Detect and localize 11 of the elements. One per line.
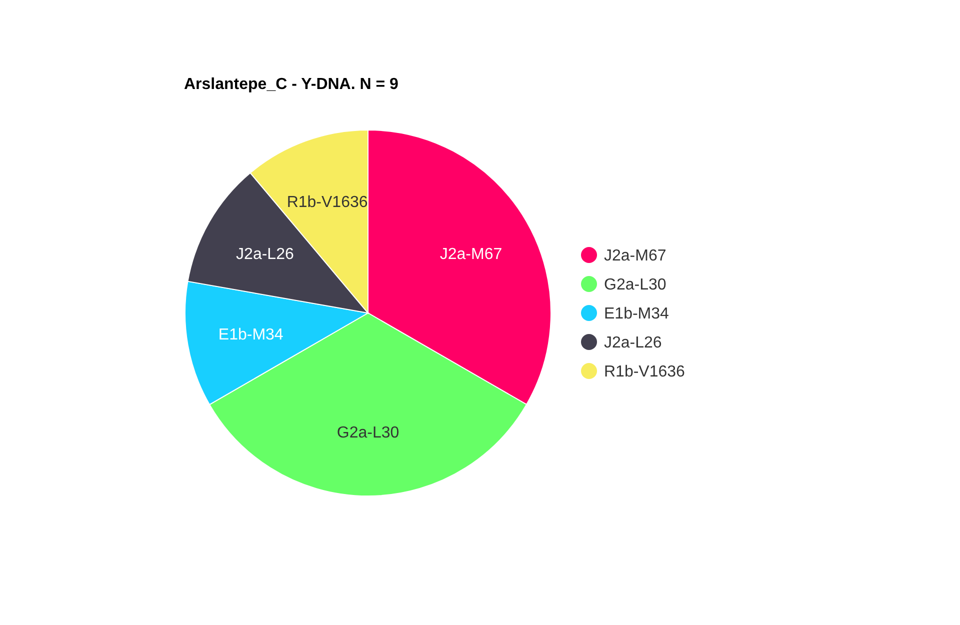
legend-label: J2a-M67 <box>604 248 666 265</box>
slice-label: E1b-M34 <box>218 326 284 344</box>
legend-label: R1b-V1636 <box>604 364 686 381</box>
slice-label: J2a-M67 <box>440 246 502 264</box>
legend-label: G2a-L30 <box>604 276 666 294</box>
slice-label: J2a-L26 <box>236 246 294 264</box>
slice-label: R1b-V1636 <box>286 194 368 211</box>
legend-label: E1b-M34 <box>604 306 670 323</box>
chart-title: Arslantepe_C - Y-DNA. N = 9 <box>184 76 399 93</box>
legend-label: J2a-L26 <box>604 334 662 352</box>
slice-label: G2a-L30 <box>336 424 400 442</box>
